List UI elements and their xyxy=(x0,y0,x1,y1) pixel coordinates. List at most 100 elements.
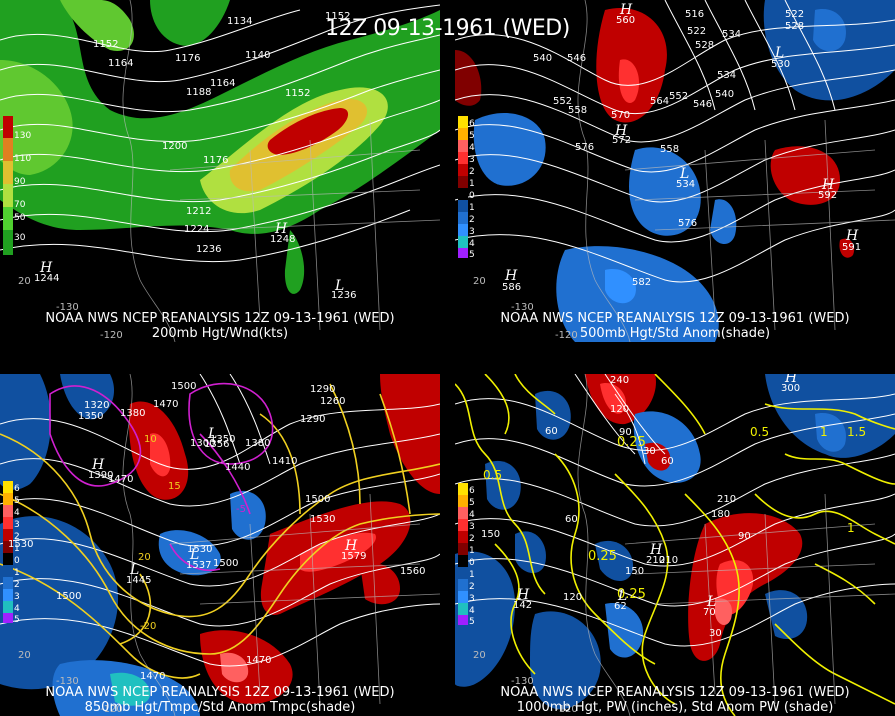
colorbar: 6 5 4 3 2 1 0 1 2 3 4 5 xyxy=(458,116,475,260)
svg-text:1537: 1537 xyxy=(186,560,211,571)
caption-field: 1000mb Hgt, PW (inches), Std Anom PW (sh… xyxy=(516,700,834,715)
contour-labels: 540 546 552 558 570 564 552 546 540 534 … xyxy=(533,9,804,288)
svg-text:1350: 1350 xyxy=(78,411,103,422)
svg-text:90: 90 xyxy=(619,427,632,438)
svg-text:5: 5 xyxy=(469,498,475,508)
svg-text:1: 1 xyxy=(469,179,475,189)
svg-text:2: 2 xyxy=(14,580,20,590)
svg-text:1152: 1152 xyxy=(285,88,310,99)
svg-text:1380: 1380 xyxy=(120,408,145,419)
lon-labels: -130 -120 20 xyxy=(18,276,123,341)
contour-labels: 1500 1320 1350 1380 1470 1290 1260 1290 … xyxy=(8,381,425,682)
svg-text:576: 576 xyxy=(575,142,594,153)
svg-text:1: 1 xyxy=(469,546,475,556)
svg-text:H: H xyxy=(821,177,835,193)
svg-text:20: 20 xyxy=(18,276,31,287)
svg-text:-120: -120 xyxy=(100,330,123,341)
svg-text:210: 210 xyxy=(717,494,736,505)
svg-text:5: 5 xyxy=(469,131,475,141)
svg-text:5: 5 xyxy=(469,250,475,260)
svg-text:1: 1 xyxy=(469,570,475,580)
svg-text:-130: -130 xyxy=(56,676,79,687)
svg-text:4: 4 xyxy=(469,143,475,153)
svg-text:50: 50 xyxy=(14,213,26,223)
svg-text:1188: 1188 xyxy=(186,87,211,98)
svg-text:70: 70 xyxy=(14,200,26,210)
svg-text:210: 210 xyxy=(646,555,665,566)
svg-text:6: 6 xyxy=(469,119,475,129)
svg-text:142: 142 xyxy=(513,600,532,611)
svg-text:H: H xyxy=(784,374,798,386)
svg-text:20: 20 xyxy=(138,552,151,563)
svg-text:240: 240 xyxy=(610,375,629,386)
svg-text:0: 0 xyxy=(469,558,475,568)
svg-text:1530: 1530 xyxy=(8,539,33,550)
svg-text:H: H xyxy=(344,538,358,554)
svg-text:4: 4 xyxy=(469,239,475,249)
svg-text:4: 4 xyxy=(469,510,475,520)
svg-text:1176: 1176 xyxy=(203,155,228,166)
svg-text:150: 150 xyxy=(625,566,644,577)
svg-text:1560: 1560 xyxy=(400,566,425,577)
svg-text:L: L xyxy=(617,588,627,604)
svg-text:530: 530 xyxy=(771,59,790,70)
svg-text:H: H xyxy=(614,123,628,139)
colorbar: 6 5 4 3 2 1 0 1 2 3 4 5 xyxy=(458,483,475,627)
lon-labels: -130 -120 20 xyxy=(18,650,123,715)
svg-text:70: 70 xyxy=(703,607,716,618)
svg-text:120: 120 xyxy=(610,404,629,415)
svg-text:60: 60 xyxy=(545,426,558,437)
svg-text:-5: -5 xyxy=(236,504,246,515)
svg-text:H: H xyxy=(39,260,53,276)
svg-text:546: 546 xyxy=(693,99,712,110)
svg-text:-130: -130 xyxy=(56,302,79,313)
svg-text:H: H xyxy=(516,587,530,603)
svg-text:1500: 1500 xyxy=(305,494,330,505)
svg-text:1212: 1212 xyxy=(186,206,211,217)
svg-text:1164: 1164 xyxy=(210,78,235,89)
svg-text:2: 2 xyxy=(469,534,475,544)
svg-text:1380: 1380 xyxy=(245,438,270,449)
svg-text:H: H xyxy=(845,228,859,244)
svg-text:L: L xyxy=(189,547,199,563)
svg-text:-120: -120 xyxy=(100,704,123,715)
lon-labels: -130 -120 20 xyxy=(473,276,578,341)
pw-contours xyxy=(455,374,895,716)
svg-text:1290: 1290 xyxy=(310,384,335,395)
colorbar: 6 5 4 3 2 1 0 1 2 3 4 5 xyxy=(3,481,20,625)
svg-text:564: 564 xyxy=(650,96,669,107)
svg-text:591: 591 xyxy=(842,242,861,253)
svg-text:30: 30 xyxy=(14,233,26,243)
caption-source: NOAA NWS NCEP REANALYSIS 12Z 09-13-1961 … xyxy=(45,685,395,700)
svg-text:570: 570 xyxy=(611,110,630,121)
svg-text:1356: 1356 xyxy=(204,439,229,450)
svg-text:1470: 1470 xyxy=(246,655,271,666)
freezing-contours xyxy=(49,382,274,571)
lon-labels: -130 -120 20 xyxy=(473,650,578,715)
svg-text:586: 586 xyxy=(502,282,521,293)
svg-text:H: H xyxy=(619,2,633,18)
contour-labels: 240 120 90 60 30 60 0.25 0.5 1 1.5 150 6… xyxy=(481,375,866,639)
svg-text:576: 576 xyxy=(678,218,697,229)
svg-text:1152: 1152 xyxy=(325,11,350,22)
anomaly-shading xyxy=(455,374,895,710)
svg-text:582: 582 xyxy=(632,277,651,288)
svg-text:H: H xyxy=(649,542,663,558)
svg-text:4: 4 xyxy=(14,604,20,614)
svg-text:1350: 1350 xyxy=(210,434,235,445)
coastlines xyxy=(577,0,895,342)
caption-source: NOAA NWS NCEP REANALYSIS 12Z 09-13-1961 … xyxy=(500,685,850,700)
svg-text:558: 558 xyxy=(660,144,679,155)
svg-text:552: 552 xyxy=(553,96,572,107)
caption-source: NOAA NWS NCEP REANALYSIS 12Z 09-13-1961 … xyxy=(500,311,850,326)
svg-text:20: 20 xyxy=(473,276,486,287)
caption-field: 200mb Hgt/Wnd(kts) xyxy=(151,326,289,341)
svg-text:552: 552 xyxy=(669,91,688,102)
svg-text:522: 522 xyxy=(785,9,804,20)
svg-text:L: L xyxy=(774,45,784,61)
svg-text:90: 90 xyxy=(14,177,26,187)
svg-text:1579: 1579 xyxy=(341,551,366,562)
svg-text:1236: 1236 xyxy=(331,290,356,301)
map-850mb: 6 5 4 3 2 1 0 1 2 3 4 5 1500 1320 1350 1… xyxy=(0,374,440,716)
